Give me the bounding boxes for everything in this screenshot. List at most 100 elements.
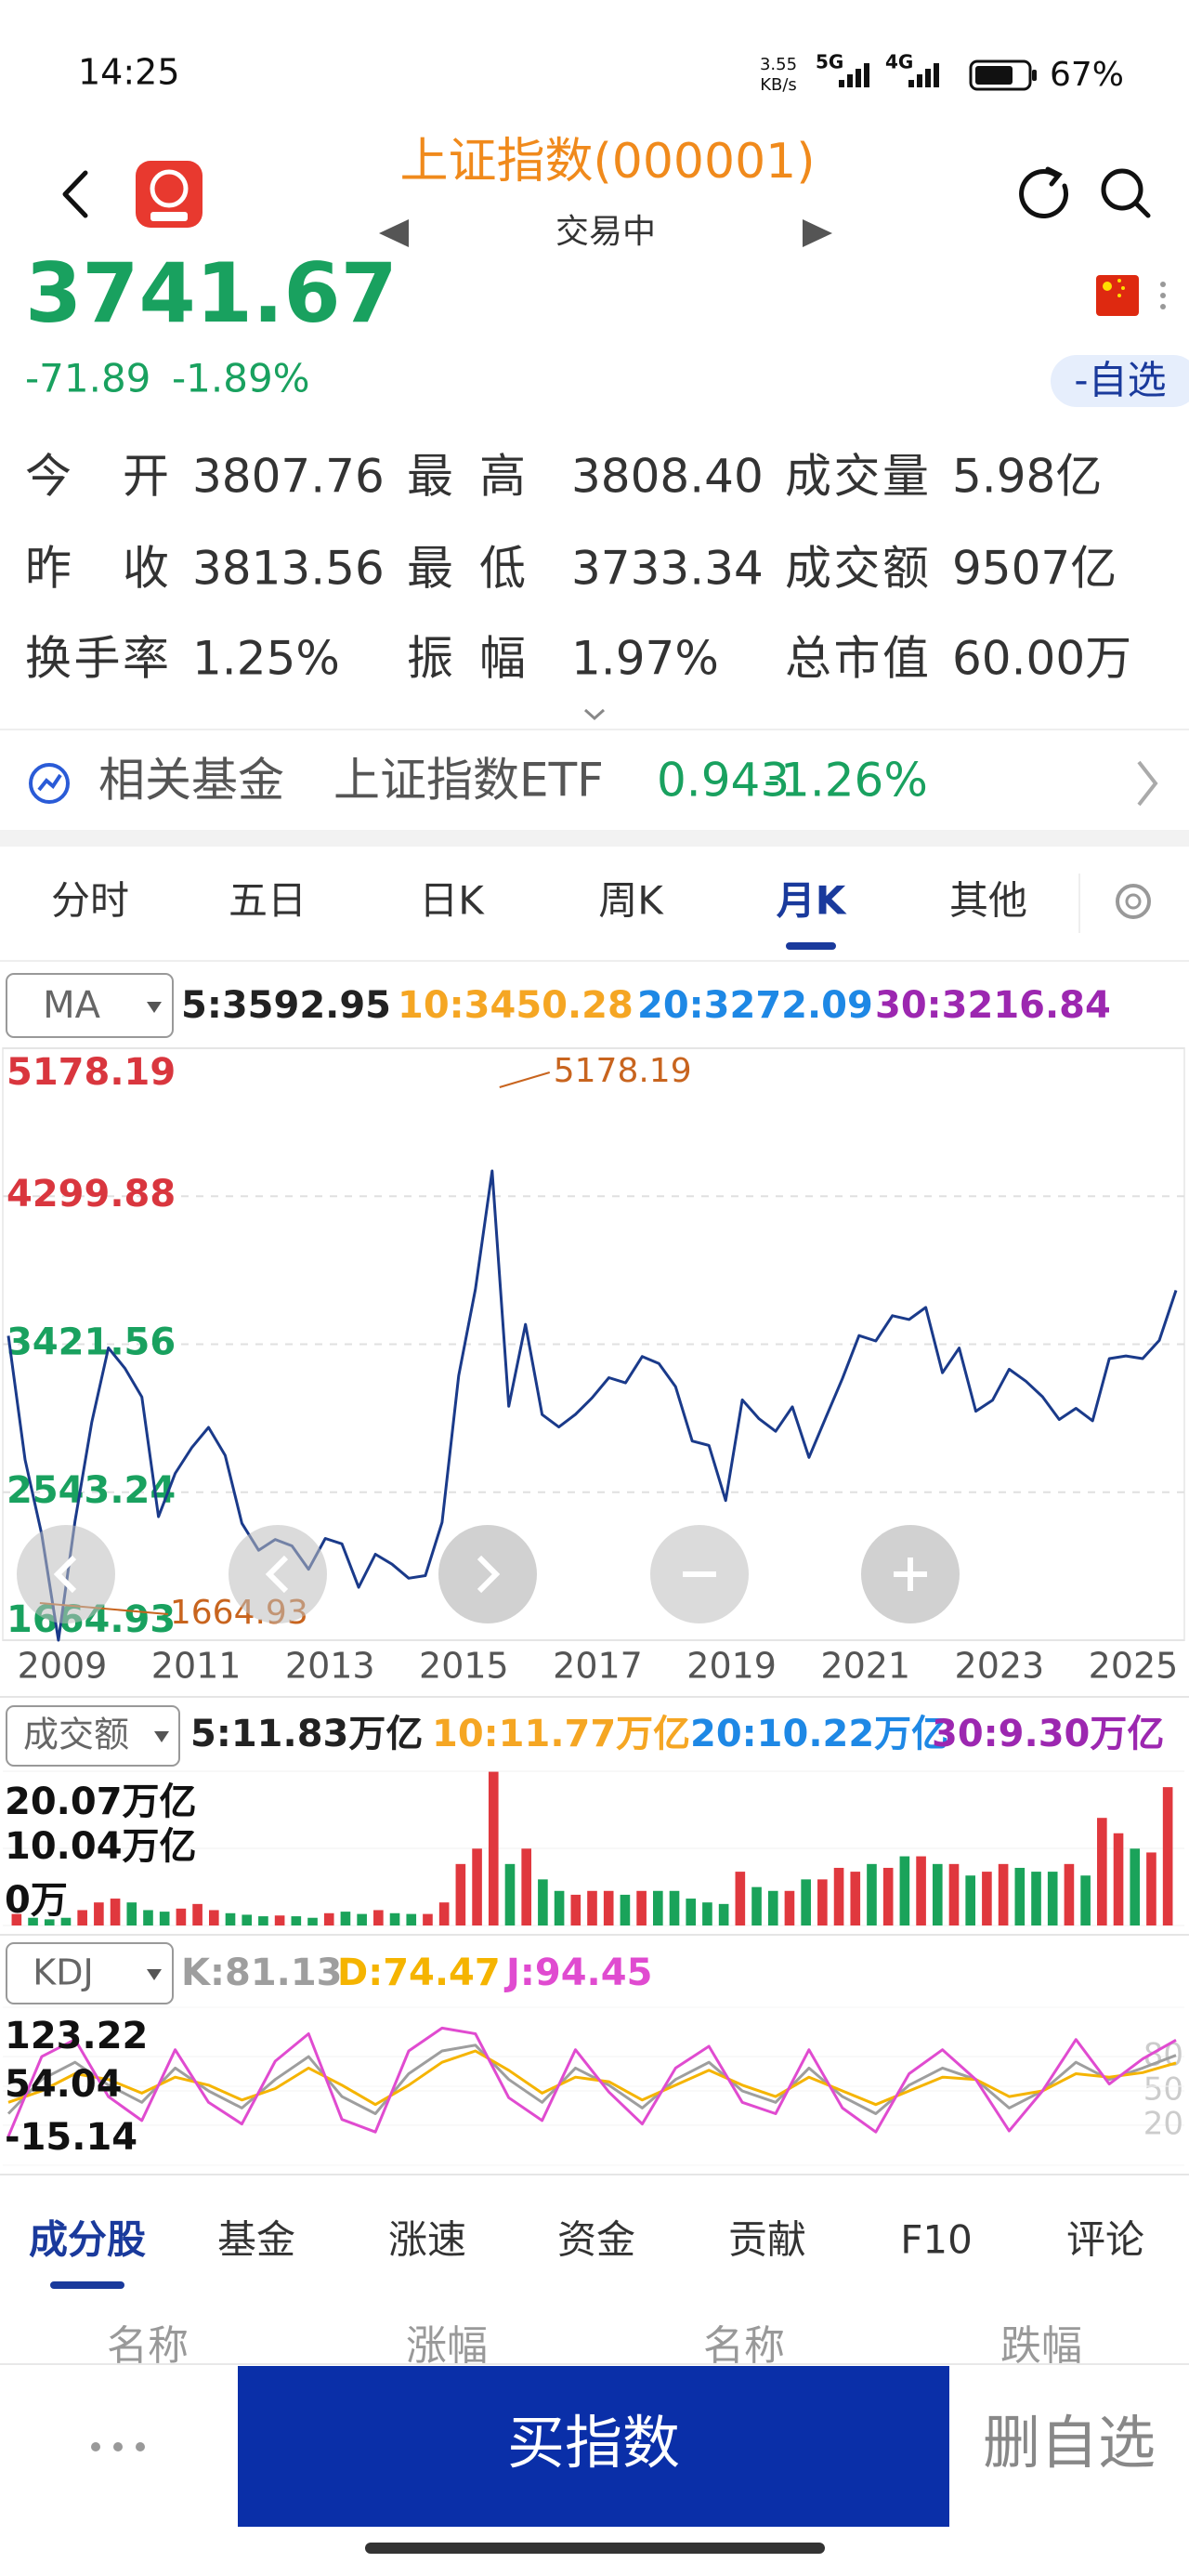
volume-bar <box>159 1912 170 1925</box>
settings-button[interactable] <box>1116 884 1151 919</box>
kdj-line <box>7 2026 1177 2137</box>
chart-tab[interactable]: 周K <box>598 878 664 924</box>
indicator-dropdown[interactable]: MA <box>6 973 174 1038</box>
buy-button-label[interactable]: 买指数 <box>507 2409 680 2477</box>
bottom-tab[interactable]: 成分股 <box>29 2217 146 2263</box>
nav-left[interactable] <box>229 1525 327 1623</box>
search-button[interactable] <box>1101 168 1151 218</box>
y-tick-label: 54.04 <box>5 2063 123 2106</box>
volume-bar <box>1130 1848 1141 1925</box>
zoom-in[interactable] <box>861 1525 960 1623</box>
battery-icon <box>969 59 1037 91</box>
related-fund-row[interactable]: 相关基金 上证指数ETF 0.943 -1.26% <box>29 754 1158 808</box>
x-tick-label: 2013 <box>285 1646 375 1687</box>
volume-bar <box>1113 1833 1124 1925</box>
bottom-tab[interactable]: 资金 <box>557 2217 635 2263</box>
volume-bar <box>603 1890 614 1925</box>
indicator-value: 20:10.22万亿 <box>690 1713 948 1755</box>
stat-value: 5.98亿 <box>952 450 1102 504</box>
volume-bar <box>735 1872 746 1925</box>
stat-value: 60.00万 <box>952 632 1131 686</box>
more-menu[interactable] <box>1160 282 1166 309</box>
chart-tab[interactable]: 分时 <box>51 878 129 924</box>
prev-arrow[interactable] <box>379 219 409 247</box>
stat-label: 成交额 <box>785 542 929 596</box>
volume-bar <box>143 1910 153 1925</box>
volume-bar <box>948 1863 960 1925</box>
refresh-button[interactable] <box>1019 166 1069 218</box>
net-unit: KB/s <box>760 75 797 95</box>
bottom-tab[interactable]: 评论 <box>1066 2217 1144 2263</box>
volume-bar <box>126 1902 137 1925</box>
volume-bar <box>77 1910 87 1925</box>
bottom-tab[interactable]: 涨速 <box>388 2217 466 2263</box>
level-label: 50 <box>1143 2070 1183 2108</box>
expand-chevron[interactable] <box>583 708 606 721</box>
chart-tab[interactable]: 月K <box>777 878 847 924</box>
volume-bar <box>307 1917 318 1925</box>
bottom-tab[interactable]: F10 <box>900 2217 973 2263</box>
zoom-out[interactable] <box>650 1525 749 1623</box>
volume-bar <box>521 1848 531 1925</box>
bottom-tab[interactable]: 贡献 <box>728 2217 806 2263</box>
volume-bar <box>570 1894 581 1925</box>
nav-back[interactable] <box>17 1525 115 1623</box>
volume-bar <box>423 1913 433 1925</box>
volume-indicator-name[interactable]: 成交额 <box>23 1715 129 1755</box>
indicator-value: K:81.13 <box>181 1952 343 1994</box>
column-header: 跌幅 <box>1000 2322 1082 2370</box>
volume-bar <box>965 1875 976 1925</box>
y-tick-label: 123.22 <box>5 2015 148 2057</box>
volume-bar <box>817 1879 828 1925</box>
back-button[interactable] <box>62 170 88 218</box>
volume-bar <box>504 1863 516 1925</box>
volume-bar <box>850 1872 861 1925</box>
network-label: 5G <box>816 51 843 73</box>
volume-bar <box>751 1886 762 1925</box>
column-header: 名称 <box>107 2322 189 2370</box>
indicator-name[interactable]: MA <box>43 984 101 1027</box>
bottom-tab[interactable]: 基金 <box>217 2217 295 2263</box>
volume-bar <box>291 1916 302 1925</box>
kdj-dropdown[interactable]: KDJ <box>6 1942 174 2004</box>
volume-bar <box>702 1902 712 1925</box>
chart-tab[interactable]: 其他 <box>949 878 1027 924</box>
volume-bar <box>882 1867 894 1925</box>
volume-bar <box>406 1913 417 1925</box>
volume-bar <box>767 1890 778 1925</box>
buy-button[interactable]: 买指数 <box>238 2366 949 2527</box>
price-line <box>7 1169 1178 1642</box>
chart-tab[interactable]: 日K <box>419 878 485 924</box>
nav-right[interactable] <box>438 1525 537 1623</box>
volume-bar <box>176 1908 187 1925</box>
next-arrow[interactable] <box>803 219 832 247</box>
high-annotation: 5178.19 <box>554 1052 692 1090</box>
remove-watch-button[interactable]: 删自选 <box>983 2409 1156 2477</box>
stat-value: 3807.76 <box>192 450 385 504</box>
stat-value: 1.97% <box>571 632 719 686</box>
volume-bar <box>1146 1852 1156 1925</box>
stat-label: 昨 收 <box>25 542 169 596</box>
x-tick-label: 2021 <box>820 1646 910 1687</box>
x-tick-label: 2019 <box>686 1646 777 1687</box>
stat-value: 1.25% <box>192 632 340 686</box>
watch-button[interactable]: -自选 <box>1051 355 1189 407</box>
volume-dropdown[interactable]: 成交额 <box>6 1705 180 1767</box>
volume-bar <box>340 1912 351 1925</box>
volume-bar <box>110 1899 121 1925</box>
volume-bar <box>916 1856 926 1925</box>
chart-tab[interactable]: 五日 <box>229 878 307 924</box>
x-tick-label: 2011 <box>151 1646 242 1687</box>
volume-bar <box>833 1867 844 1925</box>
more-actions[interactable] <box>91 2442 145 2451</box>
volume-bar <box>932 1863 943 1925</box>
stat-value: 3733.34 <box>571 542 764 596</box>
bottom-tabs: 成分股 基金 涨速 资金 贡献 F10 评论 <box>29 2217 1144 2289</box>
related-fund-name: 上证指数ETF <box>333 754 604 808</box>
volume-bar <box>192 1903 203 1925</box>
kdj-indicator-name[interactable]: KDJ <box>33 1952 93 1993</box>
active-tab-indicator <box>50 2281 124 2289</box>
last-price: 3741.67 <box>25 245 398 341</box>
watch-button-label[interactable]: -自选 <box>1074 358 1166 403</box>
chart-tabs: 分时 五日 日K 周K 月K 其他 <box>51 878 1027 950</box>
